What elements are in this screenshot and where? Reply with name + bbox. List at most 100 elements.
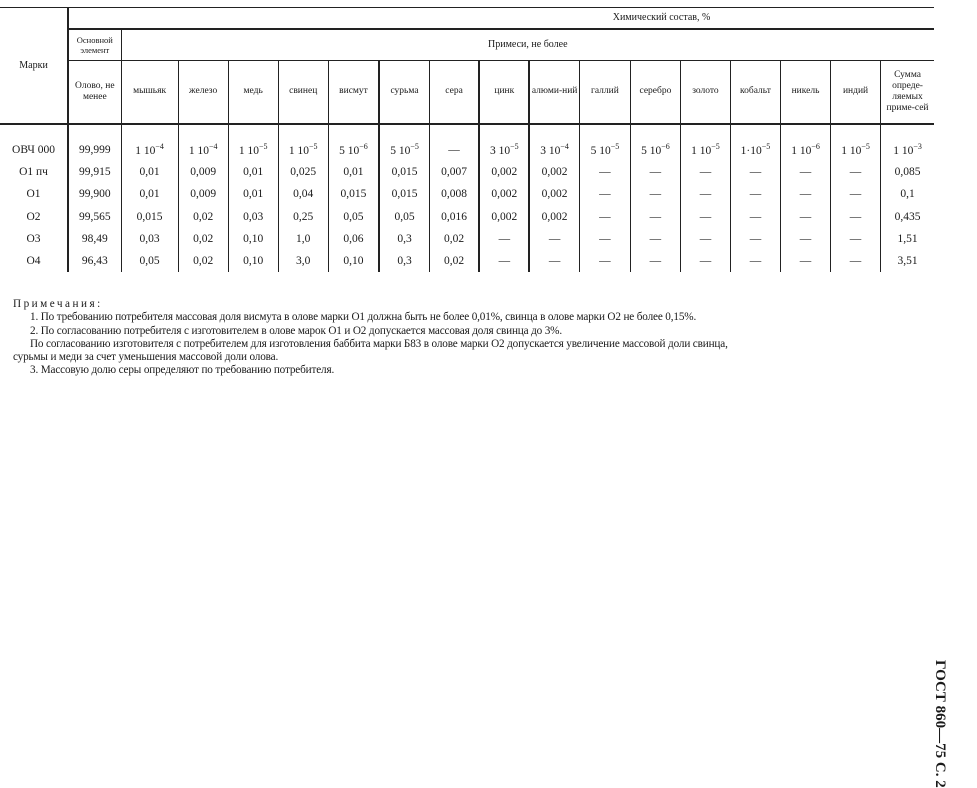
value-cell: — [830,227,881,250]
value-cell: — [629,205,681,228]
value-cell: 0,01 [120,160,179,184]
grade-cell: О1 [26,188,41,201]
impurities-header: Примеси, не более [120,28,934,61]
grade-cell: О4 [26,255,41,268]
value-cell: 99,999 [67,123,122,161]
exponent: −6 [359,142,368,152]
value-cell: 0,085 [880,160,934,184]
exponent: −5 [610,142,620,152]
mantissa: 3 10 [540,145,561,158]
value-cell: — [578,227,631,250]
value-cell: — [729,183,781,206]
value-cell: 0,01 [120,183,179,206]
value-cell: 1 10−4 [120,123,179,161]
value-cell: — [830,160,881,184]
value-cell: 0,10 [327,249,380,273]
exponent: −4 [560,142,569,152]
value-cell: 0,1 [880,183,934,206]
value-cell: 0,007 [428,160,480,184]
value-cell: 0,01 [227,183,279,206]
value-cell: 0,025 [277,160,329,184]
exponent: −5 [309,142,318,152]
value-cell: 99,915 [67,160,122,184]
value-cell: 3,51 [880,249,934,273]
value-cell: 0,05 [327,205,380,228]
value-cell: 3 10−4 [528,123,580,161]
value-cell: — [679,205,731,228]
value-cell: 0,015 [378,183,430,206]
value-cell: — [428,123,480,161]
value-cell: — [629,249,681,273]
note-2-continued-wrap: сурьмы и меди за счет уменьшения массово… [13,351,279,364]
notes: Примечания: 1. По требованию потребителя… [13,298,963,378]
value-cell: 0,03 [227,205,279,228]
grade-cell: О1 пч [19,165,48,178]
mantissa: 1 10 [791,145,812,158]
exponent: −4 [155,142,164,152]
value-cell: 0,015 [327,183,380,206]
value-cell: 98,49 [67,227,122,250]
grades-header: Марки [0,7,69,125]
value-cell: — [478,227,530,250]
table-row: О2 99,565 0,015 0,02 0,03 0,25 0,05 0,05 0,016 0,… [0,205,934,228]
value-cell: 0,02 [428,249,480,273]
value-cell: 0,02 [177,205,229,228]
value-cell: 5 10−6 [327,123,380,161]
value-cell: 1,0 [277,227,329,250]
value-cell: 3,0 [277,249,329,273]
value-cell: 0,015 [120,205,179,228]
value-cell: 5 10−5 [578,123,631,161]
mantissa: 1 10 [841,145,862,158]
value-cell: 0,3 [378,249,430,273]
exponent: −6 [811,142,820,152]
value-cell: — [578,183,631,206]
mantissa: 1 10 [288,145,309,158]
value-cell: 0,10 [227,249,279,273]
value-cell: 1 10−3 [880,123,934,161]
value-cell: 0,03 [120,227,179,250]
column-header: серебро [629,60,681,125]
value-cell: 0,02 [428,227,480,250]
exponent: −4 [208,142,218,152]
column-header: висмут [327,60,380,125]
mantissa: 5 10 [641,145,662,158]
value-cell: — [578,249,631,273]
value-cell: — [779,160,831,184]
exponent: −5 [861,142,870,152]
value-cell: 99,900 [67,183,122,206]
value-cell: — [830,205,881,228]
value-cell: 0,02 [177,249,229,273]
main-element-header: Основной элемент [67,28,122,61]
column-header: сера [428,60,480,125]
mantissa: 1·10 [740,145,762,158]
table-row: О3 98,49 0,03 0,02 0,10 1,0 0,06 0,3 0,02— — — — — — —… [0,227,934,250]
mantissa: 5 10 [390,145,411,158]
value-cell: — [478,249,530,273]
value-cell: 0,002 [528,160,580,184]
exponent: −5 [410,142,419,152]
value-cell: 0,016 [428,205,480,228]
value-cell: — [629,227,681,250]
value-cell: 1,51 [880,227,934,250]
value-cell: 5 10−5 [378,123,430,161]
exponent: −5 [258,142,268,152]
note-2-continued: По согласованию изготовителя с потребите… [30,337,728,350]
value-cell: — [779,249,831,273]
column-header: индий [830,60,881,125]
value-cell: 0,01 [227,160,279,184]
grade-cell: О3 [26,232,41,245]
value-cell: 0,008 [428,183,480,206]
value-cell: — [729,160,781,184]
value-cell: — [629,183,681,206]
value-cell: — [679,160,731,184]
value-cell: 1 10−6 [779,123,831,161]
value-cell: 1 10−5 [830,123,881,161]
value-cell: 1 10−5 [277,123,329,161]
value-cell: 96,43 [67,249,122,273]
exponent: −5 [510,142,519,152]
value-cell: 0,25 [277,205,329,228]
value-cell: — [830,183,881,206]
exponent: −6 [661,142,670,152]
column-header: сурьма [378,60,430,125]
value-cell: 0,002 [478,160,530,184]
